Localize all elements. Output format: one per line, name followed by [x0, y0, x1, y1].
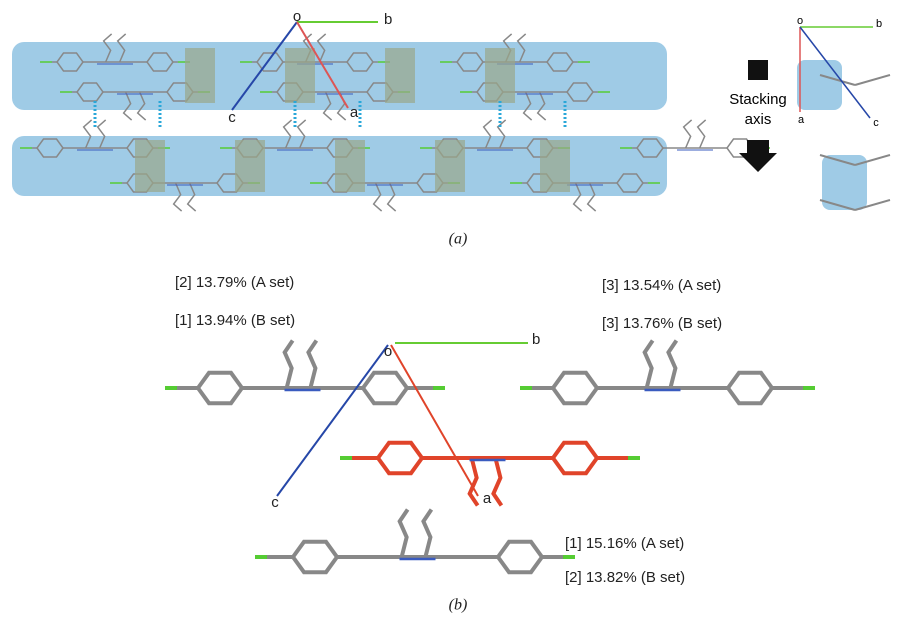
ring	[728, 373, 772, 403]
molecules-b	[165, 340, 815, 572]
layer-band	[797, 60, 842, 110]
contact-label: [2] 13.82% (B set)	[565, 569, 685, 586]
ring	[378, 443, 422, 473]
axis-label: a	[798, 114, 805, 126]
axis-label: c	[271, 494, 279, 511]
axis-origin: o	[293, 8, 301, 25]
alkyl-chain	[493, 458, 501, 506]
alkyl-chain	[285, 340, 293, 388]
stacking-box	[185, 48, 215, 103]
ring	[198, 373, 242, 403]
page: {"panel_a": { "axes": {"origin": "o", "b…	[0, 0, 917, 617]
axis-origin: o	[797, 15, 803, 27]
alkyl-chain	[684, 120, 692, 148]
axis-label: a	[483, 490, 492, 507]
arrow-tail	[748, 60, 768, 80]
ring	[363, 373, 407, 403]
side-chain	[855, 75, 890, 85]
axis-label: b	[384, 11, 392, 28]
caption: (a)	[449, 231, 468, 248]
axis-label: a	[350, 104, 359, 121]
contact-label: [1] 13.94% (B set)	[175, 312, 295, 329]
contact-label: [1] 15.16% (A set)	[565, 535, 684, 552]
arrow-head	[739, 140, 777, 172]
ring	[498, 542, 542, 572]
contact-label: [3] 13.76% (B set)	[602, 315, 722, 332]
axis-label: c	[873, 117, 879, 129]
stacking-label: Stacking	[729, 91, 787, 108]
ring	[553, 443, 597, 473]
alkyl-chain	[668, 340, 676, 388]
contact-label: [2] 13.79% (A set)	[175, 274, 294, 291]
stacking-box	[540, 140, 570, 192]
alkyl-chain	[423, 509, 431, 557]
ring	[553, 373, 597, 403]
axis-label: c	[228, 109, 236, 126]
axis-origin: o	[384, 343, 392, 360]
ring	[293, 542, 337, 572]
alkyl-chain	[308, 340, 316, 388]
contact-label: [3] 13.54% (A set)	[602, 277, 721, 294]
stacking-box	[335, 140, 365, 192]
alkyl-chain	[400, 509, 408, 557]
alkyl-chain	[645, 340, 653, 388]
caption: (b)	[449, 597, 468, 614]
alkyl-chain	[698, 120, 706, 148]
stacking-label: axis	[745, 111, 772, 128]
stacking-box	[285, 48, 315, 103]
axis-label: b	[532, 331, 540, 348]
figure: o b c a o b a c Stacking axis (a) o b c …	[0, 0, 917, 617]
stacking-box	[235, 140, 265, 192]
stacking-box	[485, 48, 515, 103]
axis-label: b	[876, 18, 882, 30]
stacking-box	[135, 140, 165, 192]
stacking-box	[385, 48, 415, 103]
axis-c	[277, 345, 388, 496]
stacking-box	[435, 140, 465, 192]
